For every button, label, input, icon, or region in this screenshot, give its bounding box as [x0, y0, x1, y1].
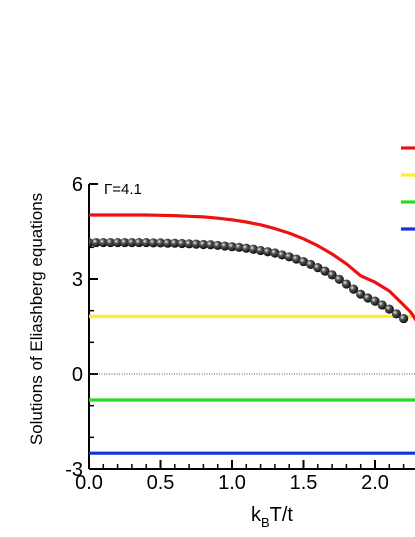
- legend: [401, 146, 415, 231]
- data-point: [313, 262, 323, 273]
- data-point: [98, 237, 108, 248]
- x-axis-label: kBT/t: [251, 504, 293, 530]
- data-point: [234, 242, 244, 252]
- data-point: [163, 238, 173, 248]
- data-point: [177, 238, 187, 249]
- data-point: [399, 313, 409, 324]
- data-point: [198, 239, 208, 250]
- data-point: [113, 237, 123, 248]
- x-tick-label: 0.0: [75, 472, 103, 494]
- data-point: [120, 237, 130, 248]
- x-tick-label: 2.0: [361, 472, 389, 494]
- x-tick-label: 0.5: [147, 472, 175, 494]
- data-point: [155, 238, 166, 248]
- data-point: [306, 259, 316, 270]
- data-point: [270, 248, 280, 258]
- data-point: [91, 237, 101, 248]
- data-point: [384, 304, 394, 314]
- data-point: [363, 293, 373, 303]
- y-axis-ticks: -3 0 3 6: [65, 174, 98, 481]
- data-point: [213, 240, 223, 251]
- data-point: [248, 244, 259, 254]
- y-tick-label: 6: [72, 174, 83, 196]
- data-point: [377, 300, 387, 310]
- y-tick-label: -3: [65, 459, 83, 481]
- x-axis-ticks: 0.0 0.5 1.0 1.5 2.0: [75, 460, 405, 494]
- y-axis-label: Solutions of Eliashberg equations: [27, 193, 46, 445]
- data-point: [170, 238, 180, 248]
- data-point: [348, 284, 359, 294]
- data-point: [391, 309, 402, 319]
- data-point: [205, 240, 216, 250]
- data-point: [263, 247, 273, 257]
- data-point: [284, 252, 294, 262]
- data-point: [241, 243, 251, 253]
- data-point: [127, 237, 137, 248]
- data-point: [277, 250, 287, 260]
- data-point: [141, 237, 151, 248]
- data-point: [327, 270, 337, 280]
- series-line: [89, 213, 415, 322]
- data-point: [298, 256, 309, 267]
- data-point: [356, 289, 366, 299]
- gamma-annotation: Γ=4.1: [104, 181, 142, 198]
- data-point: [341, 279, 351, 289]
- x-tick-label: 1.0: [218, 472, 246, 494]
- data-point: [291, 254, 301, 264]
- x-axis-label-rest: T/t: [270, 504, 294, 526]
- data-point: [370, 296, 380, 306]
- x-axis-label-sub: B: [261, 515, 270, 530]
- data-point: [334, 274, 344, 284]
- data-point: [184, 239, 194, 249]
- plot-area: [89, 213, 415, 455]
- data-point: [320, 266, 330, 276]
- data-point: [134, 237, 144, 248]
- data-point: [220, 241, 230, 251]
- x-tick-label: 1.5: [290, 472, 318, 494]
- data-point: [105, 237, 116, 248]
- x-axis-label-main: k: [251, 504, 262, 526]
- data-point: [227, 242, 237, 252]
- data-point: [191, 239, 201, 249]
- data-point: [256, 245, 266, 256]
- y-tick-label: 3: [72, 269, 83, 291]
- data-point: [148, 238, 158, 248]
- y-tick-label: 0: [72, 364, 83, 386]
